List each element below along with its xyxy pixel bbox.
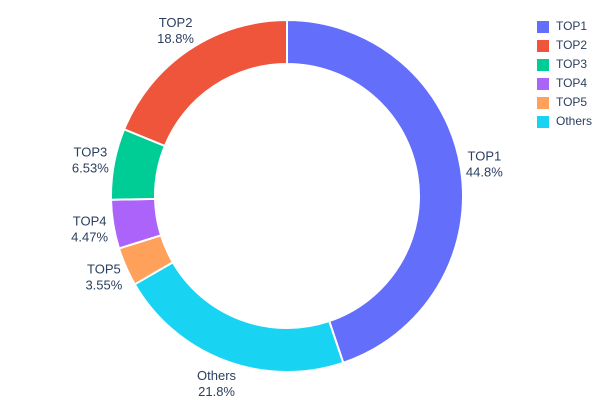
legend-label-others: Others (555, 114, 592, 128)
legend-item-top2[interactable]: TOP2 (536, 38, 592, 52)
legend-swatch-top4 (536, 77, 549, 90)
legend-label-top2: TOP2 (555, 38, 588, 52)
slice-label-others: Others 21.8% (197, 368, 237, 399)
legend-label-top3: TOP3 (555, 57, 588, 71)
pie-slice-top2[interactable] (123, 19, 288, 147)
slice-label-top3: TOP3 6.53% (72, 144, 109, 175)
legend-item-top5[interactable]: TOP5 (536, 95, 592, 109)
legend-swatch-top5 (536, 96, 549, 109)
legend-item-top4[interactable]: TOP4 (536, 76, 592, 90)
legend-item-top3[interactable]: TOP3 (536, 57, 592, 71)
legend-swatch-others (536, 115, 549, 128)
legend-label-top4: TOP4 (555, 76, 588, 90)
legend-swatch-top2 (536, 39, 549, 52)
legend-swatch-top3 (536, 58, 549, 71)
legend: TOP1 TOP2 TOP3 TOP4 TOP5 Others (533, 18, 596, 130)
legend-label-top5: TOP5 (555, 95, 588, 109)
legend-item-top1[interactable]: TOP1 (536, 19, 592, 33)
slice-label-top2: TOP2 18.8% (157, 15, 194, 46)
slice-label-top5: TOP5 3.55% (85, 261, 122, 292)
legend-swatch-top1 (536, 20, 549, 33)
slice-label-top4: TOP4 4.47% (71, 213, 108, 244)
legend-label-top1: TOP1 (555, 19, 588, 33)
pie-slice-top1[interactable] (286, 19, 464, 364)
pie-slice-others[interactable] (133, 261, 345, 373)
legend-item-others[interactable]: Others (536, 114, 592, 128)
slice-label-top1: TOP1 44.8% (466, 149, 503, 180)
